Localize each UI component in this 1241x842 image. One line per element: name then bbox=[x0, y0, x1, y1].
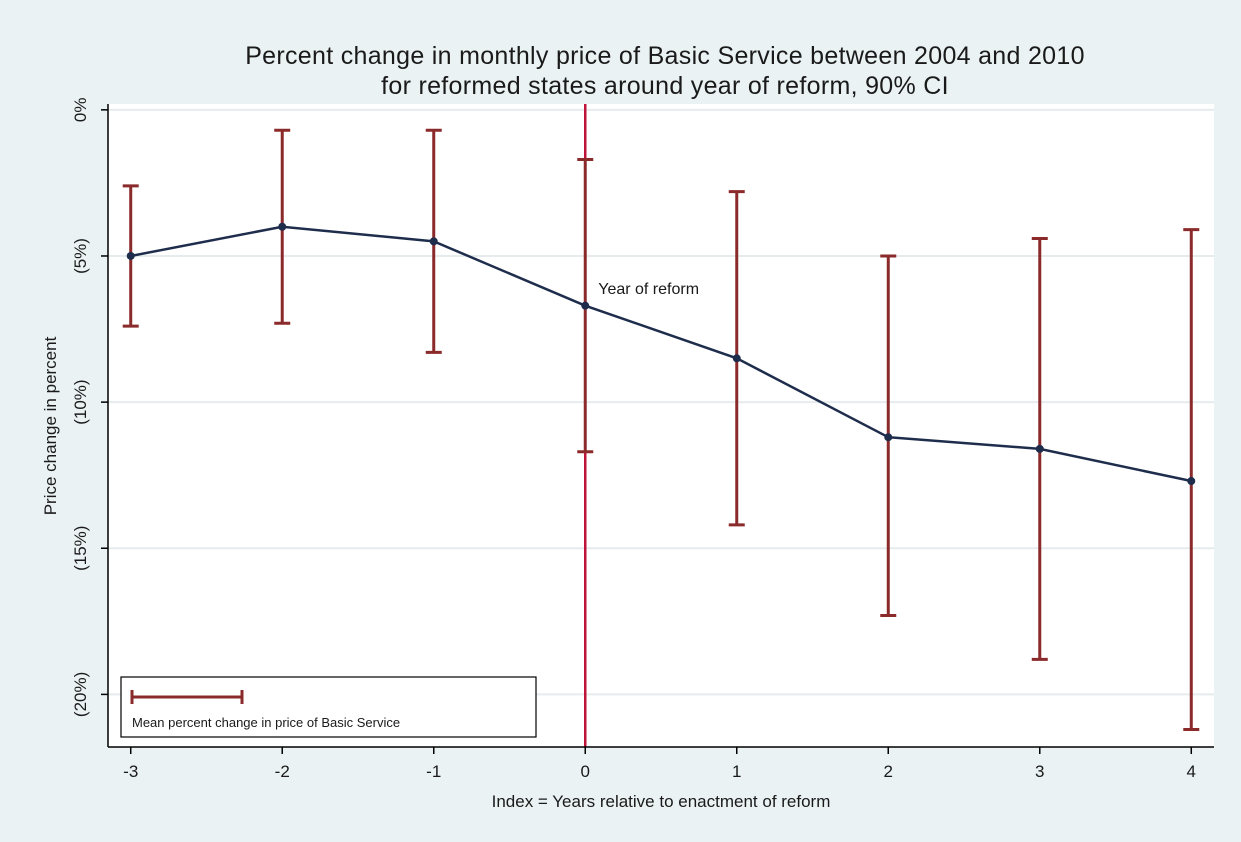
x-tick-label: 3 bbox=[1035, 762, 1044, 781]
legend-label: Mean percent change in price of Basic Se… bbox=[132, 715, 400, 730]
series-line bbox=[130, 225, 1192, 483]
x-tick-label: 2 bbox=[884, 762, 893, 781]
y-axis-title: Price change in percent bbox=[41, 336, 60, 515]
y-tick-label: (10%) bbox=[71, 379, 90, 424]
y-tick-label: 0% bbox=[71, 98, 90, 123]
x-axis-title: Index = Years relative to enactment of r… bbox=[492, 792, 831, 811]
data-point bbox=[1187, 477, 1196, 486]
legend-key-errorbar bbox=[130, 690, 244, 704]
y-tick-label: (15%) bbox=[71, 526, 90, 571]
x-tick-label: -1 bbox=[426, 762, 441, 781]
x-axis-ticks: -3 -2 -1 0 1 2 3 4 bbox=[123, 747, 1196, 781]
x-tick-label: 1 bbox=[732, 762, 741, 781]
data-point bbox=[429, 237, 438, 246]
reference-line-label: Year of reform bbox=[598, 281, 699, 298]
x-tick-label: -3 bbox=[123, 762, 138, 781]
plot-area bbox=[108, 104, 1214, 747]
series-line-group bbox=[126, 222, 1196, 486]
y-tick-label: (20%) bbox=[71, 672, 90, 717]
x-tick-label: 0 bbox=[581, 762, 590, 781]
legend: Mean percent change in price of Basic Se… bbox=[120, 676, 537, 738]
data-point bbox=[1035, 444, 1044, 453]
data-point bbox=[278, 222, 287, 231]
x-tick-label: 4 bbox=[1187, 762, 1196, 781]
legend-box bbox=[120, 676, 537, 738]
y-tick-label: (5%) bbox=[71, 238, 90, 274]
x-tick-label: -2 bbox=[275, 762, 290, 781]
chart-title-line-2: for reformed states around year of refor… bbox=[381, 72, 949, 100]
data-point bbox=[581, 301, 590, 310]
y-axis-ticks: 0% (5%) (10%) (15%) (20%) bbox=[71, 98, 108, 717]
data-point bbox=[732, 354, 741, 363]
data-point bbox=[884, 433, 893, 442]
chart-title-line-1: Percent change in monthly price of Basic… bbox=[245, 42, 1085, 70]
data-point bbox=[126, 251, 135, 260]
